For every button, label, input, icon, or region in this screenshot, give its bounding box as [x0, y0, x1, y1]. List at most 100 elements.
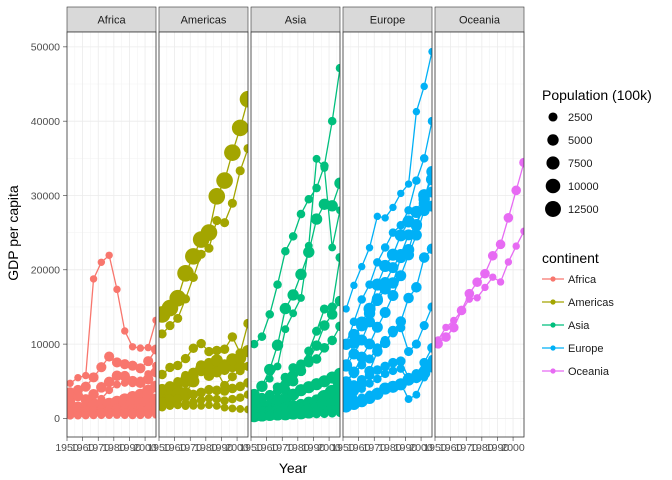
data-point [111, 357, 123, 368]
y-tick-label: 30000 [31, 190, 60, 202]
data-point [251, 411, 259, 421]
panel-border [66, 31, 157, 438]
data-point [350, 281, 358, 290]
data-point [204, 346, 214, 357]
data-point [212, 394, 222, 404]
data-point [295, 268, 307, 281]
data-point [287, 375, 299, 387]
data-point [81, 411, 90, 420]
data-point [82, 371, 90, 380]
data-point [135, 363, 146, 374]
data-point [172, 393, 183, 404]
facet-strip [66, 6, 157, 33]
data-point [441, 332, 451, 342]
x-tick-label: 1980 [470, 442, 494, 454]
data-point [212, 401, 221, 410]
data-point [105, 411, 114, 420]
data-point [395, 356, 406, 367]
data-point [204, 243, 214, 253]
data-point [388, 328, 398, 338]
data-point [173, 360, 183, 371]
data-point [273, 410, 282, 420]
data-point [388, 357, 398, 368]
data-point [128, 411, 137, 420]
data-point [280, 372, 291, 383]
x-tick-label: 1980 [102, 442, 126, 454]
data-point [426, 186, 432, 198]
data-point [224, 144, 241, 161]
data-point [472, 277, 482, 287]
x-axis-title: Year [279, 460, 308, 476]
data-point [357, 384, 366, 393]
x-tick-label: 1970 [179, 442, 203, 454]
data-point [304, 346, 314, 356]
data-point [113, 411, 121, 419]
data-point [404, 346, 414, 357]
facet-panel-oceania: Oceania [434, 6, 525, 438]
data-point [136, 376, 145, 385]
size-legend-label: 10000 [568, 181, 599, 193]
x-tick-label: 1980 [194, 442, 218, 454]
data-point [150, 344, 156, 355]
data-point [288, 410, 298, 419]
data-point [236, 405, 245, 413]
data-point [144, 343, 152, 352]
data-point [103, 376, 115, 388]
x-tick-label: 2000 [133, 442, 157, 454]
data-point [319, 343, 330, 353]
x-tick-label: 2000 [409, 442, 433, 454]
data-point [227, 198, 237, 208]
data-point [159, 400, 167, 409]
data-point [204, 384, 214, 395]
data-point [265, 310, 274, 319]
panel-border [434, 31, 525, 438]
data-point [235, 381, 246, 392]
data-point [520, 227, 524, 235]
panel-border [250, 31, 341, 438]
data-point [111, 370, 123, 382]
color-legend-label: Europe [568, 343, 603, 355]
y-tick-label: 20000 [31, 265, 60, 277]
data-point [279, 302, 292, 315]
data-point [358, 262, 366, 271]
data-point [228, 394, 237, 404]
data-point [404, 180, 413, 188]
data-point [152, 361, 156, 370]
data-point [403, 249, 415, 261]
data-point [243, 143, 248, 154]
data-point [481, 283, 489, 292]
data-point [320, 164, 329, 172]
data-point [220, 403, 229, 412]
size-legend-key [547, 134, 559, 146]
data-point [386, 248, 400, 261]
data-point [319, 304, 329, 314]
data-point [395, 248, 407, 260]
size-legend-label: 2500 [568, 112, 592, 124]
color-legend-label: Asia [568, 320, 590, 332]
data-point [204, 394, 214, 403]
data-point [281, 246, 290, 256]
size-legend-key [545, 201, 561, 217]
x-tick-label: 1970 [271, 442, 295, 454]
x-tick-label: 1990 [486, 442, 510, 454]
data-point [227, 383, 238, 394]
x-tick-label: 1990 [394, 442, 418, 454]
facet-panel-americas: Americas [158, 6, 249, 438]
data-point [219, 386, 230, 396]
color-legend-key [550, 276, 556, 282]
data-point [425, 360, 432, 373]
data-point [104, 351, 115, 362]
data-point [364, 316, 376, 328]
data-point [212, 366, 222, 376]
data-point [159, 385, 167, 396]
color-legend-key [550, 345, 556, 351]
x-tick-label: 1970 [455, 442, 479, 454]
data-point [180, 370, 191, 380]
data-point [335, 321, 340, 332]
data-point [357, 360, 367, 370]
size-legend-label: 7500 [568, 158, 592, 170]
data-point [149, 380, 156, 393]
data-point [296, 410, 306, 419]
data-point [72, 384, 83, 396]
data-point [228, 404, 237, 413]
